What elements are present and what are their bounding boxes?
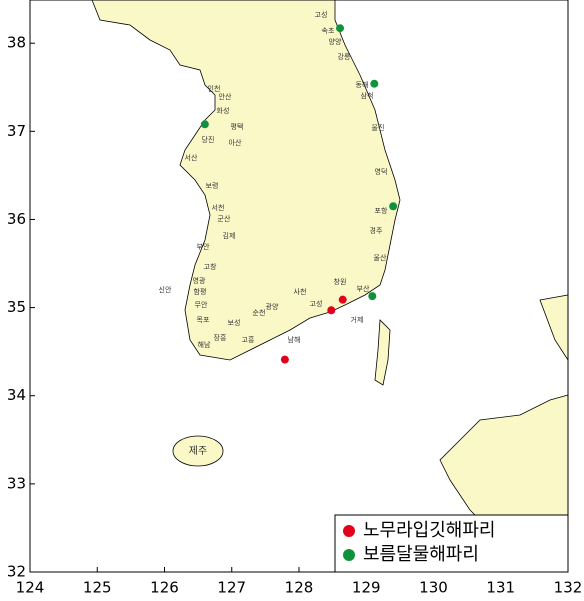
korean-peninsula	[91, 0, 401, 361]
point	[338, 295, 347, 304]
place-label: 거제	[351, 315, 364, 324]
x-tick-label: 125	[83, 579, 112, 597]
x-tick-label: 129	[352, 579, 381, 597]
place-label: 속초	[322, 27, 335, 35]
place-label: 고창	[204, 263, 217, 271]
point	[368, 292, 377, 301]
place-label: 남해	[288, 335, 301, 344]
x-tick-label: 127	[217, 579, 246, 597]
place-label: 무안	[195, 300, 208, 309]
place-label: 제주	[189, 445, 207, 457]
point	[327, 306, 336, 315]
point	[200, 120, 209, 129]
y-tick-label: 34	[7, 386, 26, 404]
place-label: 목포	[197, 316, 210, 324]
place-label: 보성	[228, 318, 241, 327]
legend-label: 노무라입깃해파리	[363, 520, 495, 541]
legend-box	[334, 514, 569, 573]
place-label: 김제	[223, 232, 236, 240]
y-tick-label: 35	[7, 298, 26, 316]
place-label: 해남	[198, 340, 211, 349]
x-tick-label: 130	[419, 579, 448, 597]
point	[389, 202, 398, 211]
x-tick-label: 128	[285, 579, 314, 597]
legend-marker	[343, 549, 355, 561]
place-label: 영광	[193, 276, 206, 285]
place-label: 울진	[372, 123, 385, 132]
place-label: 고성	[310, 299, 323, 308]
place-label: 삼척	[361, 91, 374, 100]
x-tick-label: 131	[486, 579, 515, 597]
tsushima	[374, 319, 391, 386]
place-label: 서산	[185, 153, 198, 162]
place-label: 고흥	[242, 335, 255, 344]
place-label: 포항	[375, 206, 388, 215]
place-label: 평택	[231, 122, 244, 131]
point	[370, 79, 379, 88]
place-label: 보령	[206, 182, 219, 190]
jeju-island	[172, 435, 224, 467]
place-label: 울산	[374, 253, 387, 262]
y-tick-label: 32	[7, 563, 26, 581]
point	[280, 355, 289, 364]
x-tick-label: 132	[554, 579, 583, 597]
place-label: 서천	[212, 203, 225, 212]
x-tick-label: 126	[150, 579, 179, 597]
y-tick-label: 38	[7, 34, 26, 52]
y-tick-label: 36	[7, 210, 26, 228]
place-label: 군산	[218, 214, 231, 223]
y-tick-label: 37	[7, 122, 26, 140]
place-label: 사천	[294, 287, 307, 296]
place-label: 순천	[253, 308, 266, 317]
x-tick-label: 124	[16, 579, 45, 597]
place-label: 창원	[334, 277, 347, 286]
place-label: 동해	[356, 80, 369, 89]
legend-marker	[343, 525, 355, 537]
place-label: 고성	[315, 10, 328, 19]
place-label: 안산	[219, 92, 232, 101]
place-label: 영덕	[375, 167, 388, 176]
place-label: 인천	[208, 84, 221, 93]
place-label: 경주	[370, 226, 383, 235]
place-label: 장흥	[214, 333, 227, 342]
place-label: 함평	[194, 287, 207, 296]
place-label: 아산	[229, 138, 242, 147]
place-label: 강릉	[338, 52, 351, 61]
place-label: 양양	[329, 38, 342, 46]
place-label: 광양	[266, 303, 279, 311]
place-label: 신안	[159, 285, 172, 294]
point	[336, 24, 345, 33]
place-label: 부안	[197, 242, 210, 251]
place-label: 부산	[357, 284, 370, 293]
legend-label: 보름달물해파리	[363, 544, 479, 565]
place-label: 화성	[217, 106, 230, 115]
place-label: 당진	[202, 135, 215, 144]
y-tick-label: 33	[7, 474, 26, 492]
